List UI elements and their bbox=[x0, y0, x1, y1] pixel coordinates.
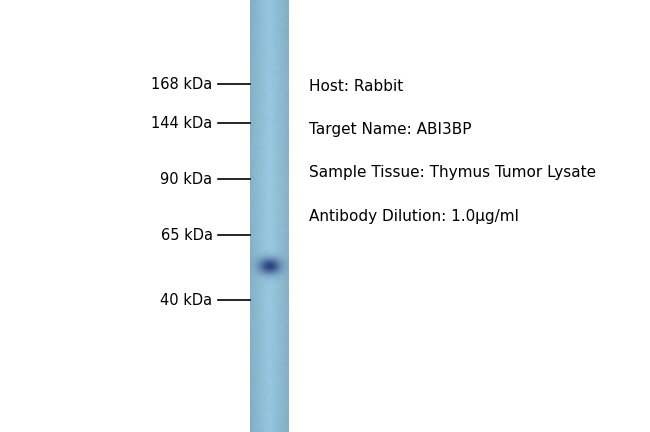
Text: Antibody Dilution: 1.0µg/ml: Antibody Dilution: 1.0µg/ml bbox=[309, 209, 519, 223]
Text: Sample Tissue: Thymus Tumor Lysate: Sample Tissue: Thymus Tumor Lysate bbox=[309, 165, 596, 180]
Text: 168 kDa: 168 kDa bbox=[151, 77, 213, 92]
Text: 65 kDa: 65 kDa bbox=[161, 228, 213, 243]
Text: Target Name: ABI3BP: Target Name: ABI3BP bbox=[309, 122, 471, 137]
Text: 90 kDa: 90 kDa bbox=[161, 172, 213, 187]
Text: 144 kDa: 144 kDa bbox=[151, 116, 213, 130]
Text: 40 kDa: 40 kDa bbox=[161, 293, 213, 308]
Text: Host: Rabbit: Host: Rabbit bbox=[309, 79, 403, 94]
